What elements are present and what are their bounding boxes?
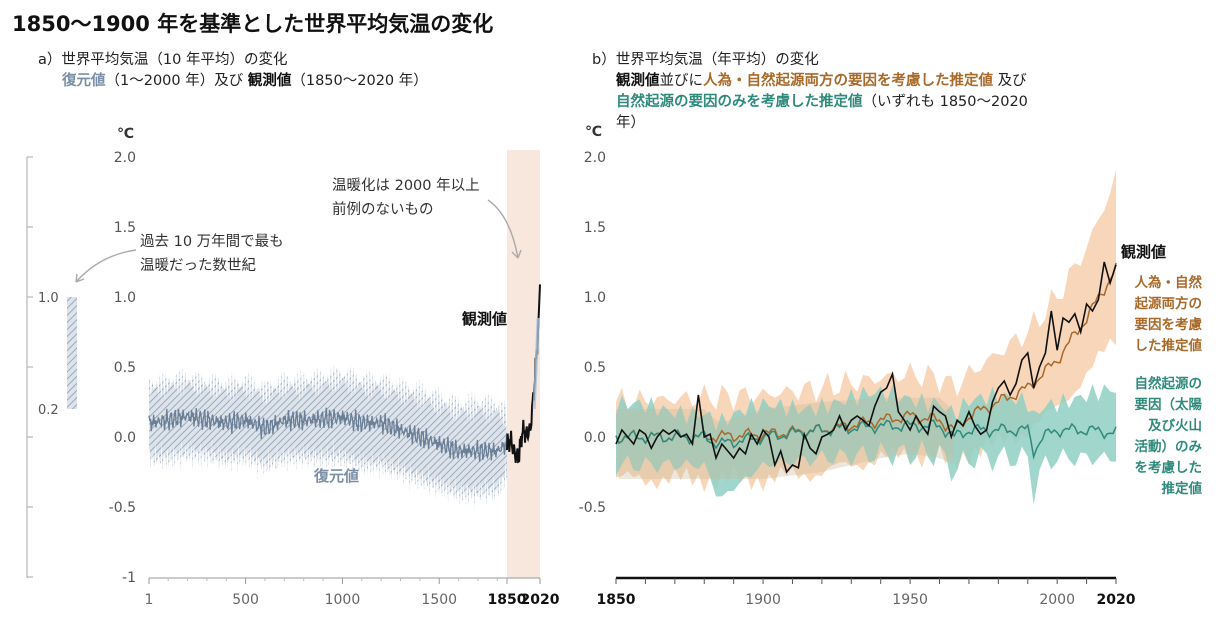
observed-line-b (615, 261, 1117, 474)
panel-a-line2-end: （1850〜2020 年） (291, 73, 428, 89)
label-natural-line: を考慮した (1135, 459, 1203, 476)
page-title: 1850〜1900 年を基準とした世界平均気温の変化 (12, 12, 494, 36)
x-tick-label: 1 (145, 592, 154, 608)
label-natural-line: 推定値 (1162, 480, 1203, 497)
y-tick-label: 1.5 (114, 220, 136, 236)
label-natural-line: 及び火山 (1148, 418, 1202, 434)
annotation-warming-line1: 温暖化は 2000 年以上 (332, 177, 480, 194)
annotation-warming-line2: 前例のないもの (332, 201, 434, 218)
bracket-label-low: 0.2 (38, 403, 59, 418)
label-natural-line: 要因（太陽 (1135, 396, 1203, 413)
panel-b-obs-term: 観測値 (616, 73, 660, 89)
label-human-line: 起源両方の (1134, 295, 1203, 312)
panel-b-line3-end: （いずれも 1850〜2020 (862, 94, 1028, 110)
panel-b-natural-term: 自然起源の要因のみを考慮した推定値 (616, 94, 863, 110)
annotation-warming-arrowhead (511, 249, 522, 259)
panel-b-and: 並びに (659, 73, 704, 89)
panel-b-header: b）世界平均気温（年平均）の変化 観測値並びに人為・自然起源両方の要因を考慮した… (592, 50, 1152, 134)
panel-a-label: a） (38, 52, 62, 68)
annotation-past-arrowhead (75, 273, 85, 283)
panel-a-recon-term: 復元値 (62, 73, 106, 89)
y-unit-label-b: ℃ (585, 124, 602, 140)
x-tick-label-b: 1850 (597, 592, 636, 608)
panel-b-line4: 年） (616, 115, 645, 131)
bracket-label-high: 1.0 (38, 291, 59, 306)
x-tick-label: 2020 (521, 592, 560, 608)
panel-a-obs-term: 観測値 (247, 73, 292, 89)
recon-tail (532, 317, 540, 410)
x-tick-label: 500 (232, 592, 259, 608)
x-tick-label-b: 2020 (1097, 592, 1136, 608)
annotation-past-arrow (75, 249, 137, 283)
annotation-past-line2: 温暖だった数世紀 (140, 257, 256, 274)
y-tick-label: -1 (122, 570, 136, 586)
x-tick-label: 1000 (325, 592, 361, 608)
natural-band (616, 383, 1116, 505)
y-tick-label-b: 0.0 (584, 430, 606, 446)
label-observed-b: 観測値 (1121, 243, 1166, 261)
y-tick-label: -0.5 (109, 500, 136, 516)
x-tick-label: 1850 (488, 592, 527, 608)
annotation-past-line1: 過去 10 万年間で最も (140, 233, 284, 250)
panel-b-heading: 世界平均気温（年平均）の変化 (615, 52, 819, 68)
label-natural-line: 活動）のみ (1135, 438, 1203, 455)
natural-line (615, 419, 1117, 460)
x-tick-label: 1500 (421, 592, 457, 608)
y-tick-label-b: 0.5 (584, 360, 606, 376)
y-unit-label: ℃ (117, 126, 134, 142)
recon-band (149, 363, 507, 512)
label-observed-a: 観測値 (462, 310, 507, 328)
y-tick-label-b: 1.5 (584, 220, 606, 236)
panel-b-human-term: 人為・自然起源両方の要因を考慮した推定値 (703, 73, 993, 89)
x-tick-label-b: 2000 (1039, 592, 1075, 608)
y-tick-label: 2.0 (114, 150, 136, 166)
panel-b-label: b） (592, 52, 616, 68)
recon-line (148, 407, 508, 462)
chart-a: 2.01.51.00.50.0-0.5-1℃1 500 1000 1500 185020… (26, 126, 560, 608)
panel-a-heading: 世界平均気温（10 年平均）の変化 (61, 52, 288, 68)
x-tick-label-b: 1900 (745, 592, 781, 608)
y-tick-label: 1.0 (114, 290, 136, 306)
label-human-line: した推定値 (1135, 337, 1203, 354)
label-natural-line: 自然起源の (1135, 375, 1203, 392)
panel-a-header: a）世界平均気温（10 年平均）の変化 復元値（1〜2000 年）及び 観測値（… (38, 50, 428, 92)
y-tick-label: 0.5 (114, 360, 136, 376)
y-tick-label-b: -0.5 (579, 500, 606, 516)
panel-a-line2-mid: （1〜2000 年）及び (105, 73, 244, 89)
label-human-line: 要因を考慮 (1135, 316, 1203, 333)
label-human-line: 人為・自然 (1135, 274, 1203, 291)
y-tick-label: 0.0 (114, 430, 136, 446)
x-tick-label-b: 1950 (892, 592, 928, 608)
y-tick-label-b: 1.0 (584, 290, 606, 306)
warm-centuries-bar (67, 297, 77, 409)
annotation-warming-arrow (487, 199, 519, 259)
label-recon-a: 復元値 (313, 467, 359, 485)
panel-b-line2-end: 及び (993, 73, 1027, 89)
y-tick-label-b: 2.0 (584, 150, 606, 166)
